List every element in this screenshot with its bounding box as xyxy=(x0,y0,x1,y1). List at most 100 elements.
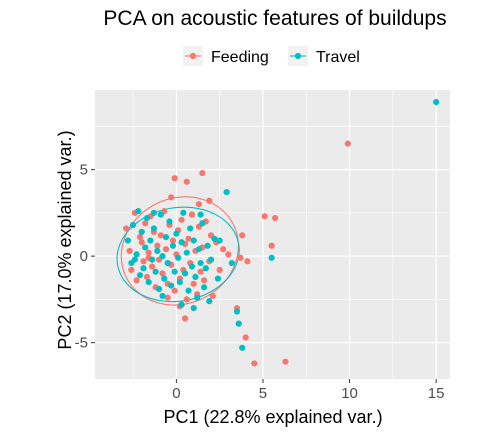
point-travel xyxy=(161,275,168,282)
legend-key-dot xyxy=(189,52,197,60)
point-travel xyxy=(190,237,197,244)
point-travel xyxy=(268,254,275,261)
y-axis-title: PC2 (17.0% explained var.) xyxy=(55,130,75,349)
legend-label: Travel xyxy=(316,49,360,66)
point-feeding xyxy=(200,277,208,284)
point-feeding xyxy=(123,225,130,232)
point-feeding xyxy=(244,258,251,265)
point-travel xyxy=(129,221,137,229)
point-travel xyxy=(149,256,156,263)
x-tick-label: 10 xyxy=(341,385,358,402)
point-feeding xyxy=(183,178,190,185)
point-travel xyxy=(204,242,211,249)
point-feeding xyxy=(154,242,161,249)
point-travel xyxy=(433,99,440,106)
point-travel xyxy=(195,246,203,253)
legend-key-dot xyxy=(294,52,302,60)
point-feeding xyxy=(136,233,144,241)
point-feeding xyxy=(128,266,135,274)
point-feeding xyxy=(268,242,275,249)
point-travel xyxy=(135,208,142,215)
point-travel xyxy=(145,278,152,286)
point-feeding xyxy=(344,140,351,147)
point-feeding xyxy=(145,249,152,256)
point-feeding xyxy=(271,214,279,222)
point-travel xyxy=(159,292,166,300)
point-travel xyxy=(133,251,140,258)
point-travel xyxy=(136,272,144,279)
x-tick-label: 0 xyxy=(172,385,180,402)
point-travel xyxy=(150,209,157,216)
point-travel xyxy=(188,263,196,270)
point-feeding xyxy=(162,246,170,253)
point-travel xyxy=(194,294,201,301)
point-feeding xyxy=(199,169,206,177)
point-feeding xyxy=(149,263,156,270)
point-travel xyxy=(180,209,187,216)
point-travel xyxy=(178,239,185,246)
point-feeding xyxy=(171,287,178,294)
point-travel xyxy=(173,230,180,237)
point-feeding xyxy=(261,213,268,220)
x-tick-label: 15 xyxy=(428,385,445,402)
point-feeding xyxy=(178,216,185,223)
point-feeding xyxy=(216,266,223,274)
point-feeding xyxy=(242,334,249,341)
point-travel xyxy=(157,211,164,218)
point-feeding xyxy=(138,239,145,246)
point-feeding xyxy=(282,358,289,365)
point-travel xyxy=(171,268,178,275)
point-travel xyxy=(192,273,199,280)
point-travel xyxy=(206,298,213,305)
point-travel xyxy=(143,214,151,222)
point-travel xyxy=(207,256,215,263)
point-feeding xyxy=(143,273,151,280)
legend-item-feeding: Feeding xyxy=(183,46,269,66)
point-feeding xyxy=(239,232,246,239)
point-travel xyxy=(216,237,223,244)
point-travel xyxy=(140,265,147,272)
point-feeding xyxy=(133,277,140,284)
point-travel xyxy=(214,275,222,282)
point-travel xyxy=(233,308,241,315)
point-feeding xyxy=(251,360,258,367)
point-travel xyxy=(164,259,171,267)
point-travel xyxy=(228,259,235,267)
legend-label: Feeding xyxy=(211,49,269,66)
point-feeding xyxy=(190,280,197,287)
point-travel xyxy=(159,253,166,260)
point-travel xyxy=(142,244,149,251)
point-feeding xyxy=(126,247,133,255)
point-feeding xyxy=(169,237,177,244)
point-travel xyxy=(178,301,185,308)
point-travel xyxy=(166,218,173,225)
point-feeding xyxy=(183,296,190,303)
point-travel xyxy=(187,225,194,232)
point-travel xyxy=(185,287,192,294)
point-feeding xyxy=(159,270,166,277)
ellipse-feeding xyxy=(120,196,239,306)
x-tick-label: 5 xyxy=(259,385,267,402)
point-travel xyxy=(138,228,145,236)
point-travel xyxy=(131,256,138,263)
point-travel xyxy=(147,237,154,244)
chart-title: PCA on acoustic features of buildups xyxy=(103,7,446,30)
point-feeding xyxy=(171,175,178,182)
point-travel xyxy=(124,237,132,244)
point-travel xyxy=(155,285,163,293)
point-travel xyxy=(197,259,204,267)
point-feeding xyxy=(142,220,149,227)
point-travel xyxy=(190,304,197,312)
point-travel xyxy=(239,344,246,351)
x-axis-title: PC1 (22.8% explained var.) xyxy=(163,407,382,427)
point-feeding xyxy=(220,246,227,253)
point-travel xyxy=(175,254,182,261)
data-points xyxy=(123,99,440,367)
point-travel xyxy=(235,320,242,327)
point-feeding xyxy=(185,235,192,242)
point-travel xyxy=(168,282,175,289)
point-feeding xyxy=(140,258,147,265)
point-feeding xyxy=(168,194,175,201)
point-feeding xyxy=(197,268,204,275)
